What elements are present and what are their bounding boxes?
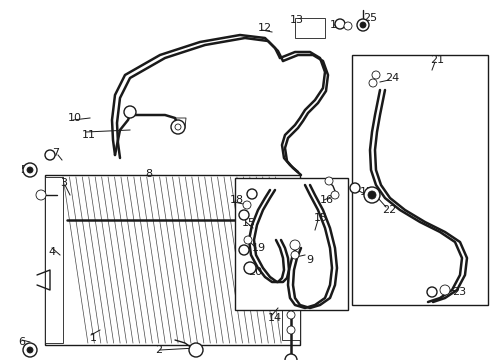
Text: 12: 12 [258,23,272,33]
Bar [45,177,63,343]
Text: 1: 1 [90,333,97,343]
Bar [295,18,325,38]
Circle shape [350,183,360,193]
Text: 18: 18 [230,195,244,205]
Bar [282,180,300,340]
Circle shape [427,287,437,297]
Circle shape [23,163,37,177]
Circle shape [244,262,256,274]
Circle shape [124,106,136,118]
Text: 7: 7 [52,148,59,158]
Circle shape [189,343,203,357]
Text: 16: 16 [320,195,334,205]
Circle shape [247,189,257,199]
Circle shape [290,240,300,250]
Circle shape [45,150,55,160]
Text: 2: 2 [155,345,162,355]
Circle shape [244,236,252,244]
Circle shape [364,187,380,203]
Circle shape [325,177,333,185]
Text: 25: 25 [363,13,377,23]
Circle shape [287,311,295,319]
Circle shape [344,22,352,30]
Bar [235,178,348,310]
Circle shape [239,210,249,220]
Text: 11: 11 [82,130,96,140]
Text: 6: 6 [18,337,25,347]
Text: 3: 3 [60,178,67,188]
Text: 22: 22 [382,205,396,215]
Circle shape [243,201,251,209]
Text: 17: 17 [360,187,374,197]
Circle shape [239,245,249,255]
Text: 8: 8 [145,169,152,179]
Text: 5: 5 [20,165,27,175]
Circle shape [357,19,369,31]
Text: 15: 15 [242,218,256,228]
Text: 24: 24 [385,73,399,83]
Bar [352,55,488,305]
Text: 20: 20 [248,267,262,277]
Text: 13: 13 [330,20,344,30]
Circle shape [440,285,450,295]
Circle shape [287,326,295,334]
Text: 19: 19 [252,243,266,253]
Circle shape [27,347,33,353]
Text: 10: 10 [68,113,82,123]
Circle shape [291,251,299,259]
Text: 13: 13 [290,15,304,25]
Circle shape [23,343,37,357]
Circle shape [285,354,297,360]
Circle shape [36,190,46,200]
Text: 14: 14 [268,313,282,323]
Circle shape [369,79,377,87]
Text: 4: 4 [48,247,55,257]
Circle shape [175,124,181,130]
Text: 9: 9 [306,255,313,265]
Text: 15: 15 [314,213,328,223]
Circle shape [372,71,380,79]
Text: 21: 21 [430,55,444,65]
Bar [45,175,300,345]
Text: 23: 23 [452,287,466,297]
Circle shape [27,167,33,173]
Circle shape [331,191,339,199]
Circle shape [360,22,366,28]
Circle shape [171,120,185,134]
Circle shape [335,19,345,29]
Circle shape [368,191,376,199]
